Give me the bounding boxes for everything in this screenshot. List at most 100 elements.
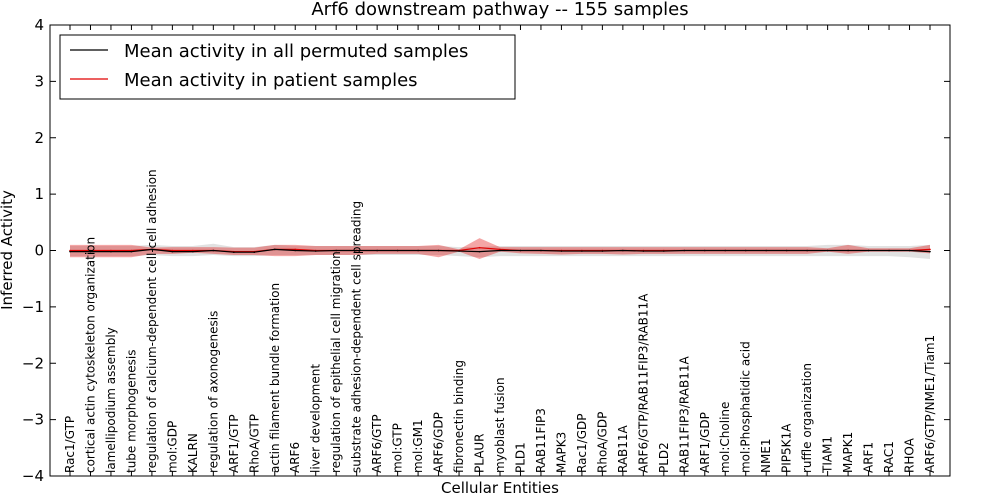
- patient-band: [70, 238, 930, 259]
- x-tick-label-7: regulation of axonogenesis: [206, 311, 220, 473]
- y-axis: 4 3 2 1 0 −1 −2 −3 −4: [22, 16, 950, 485]
- x-tick-label-34: NME1: [759, 438, 773, 473]
- x-tick-label-9: RhoA/GTP: [247, 414, 261, 473]
- x-tick-label-14: substrate adhesion-dependent cell spread…: [350, 201, 364, 473]
- permuted-point-0: [69, 250, 71, 253]
- permuted-point-9: [253, 251, 256, 253]
- x-tick-label-18: ARF6/GDP: [432, 412, 446, 473]
- x-tick-label-6: KALRN: [186, 433, 200, 473]
- y-tick-label-5: −1: [22, 298, 44, 316]
- x-tick-label-33: mol:Phosphatidic acid: [739, 341, 753, 473]
- permuted-point-7: [212, 249, 215, 252]
- permuted-point-26: [601, 250, 604, 252]
- x-tick-label-17: mol:GM1: [411, 419, 425, 473]
- permuted-point-40: [888, 249, 890, 252]
- x-tick-label-0: Rac1/GTP: [63, 416, 77, 473]
- x-tick-label-32: mol:Choline: [718, 402, 732, 473]
- x-tick-label-2: lamellipodium assembly: [104, 327, 118, 473]
- y-tick-label-4: 0: [34, 242, 44, 260]
- y-tick-label-8: −4: [22, 467, 44, 485]
- permuted-point-19: [458, 250, 460, 252]
- permuted-point-3: [130, 250, 133, 253]
- patient-point-2: [110, 249, 112, 252]
- y-tick-label-0: 4: [34, 16, 44, 34]
- permuted-point-23: [540, 249, 542, 252]
- permuted-point-14: [355, 249, 358, 252]
- x-tick-label-4: regulation of calcium-dependent cell-cel…: [145, 169, 159, 473]
- x-tick-label-31: ARF1/GDP: [698, 412, 712, 473]
- x-tick-label-36: ruffle organization: [800, 363, 814, 473]
- legend-label-patient: Mean activity in patient samples: [124, 70, 418, 91]
- x-tick-label-19: fibronectin binding: [452, 360, 466, 473]
- permuted-point-21: [499, 249, 501, 252]
- permuted-point-34: [765, 249, 767, 252]
- x-tick-label-21: myoblast fusion: [493, 377, 507, 473]
- x-tick-label-16: mol:GTP: [391, 423, 405, 473]
- permuted-point-10: [273, 248, 276, 251]
- x-tick-label-41: RHOA: [903, 437, 917, 473]
- y-tick-label-1: 3: [34, 72, 44, 90]
- permuted-point-38: [847, 249, 849, 252]
- x-tick-label-10: actin filament bundle formation: [268, 283, 282, 473]
- x-tick-label-38: MAPK1: [841, 432, 855, 473]
- permuted-point-13: [335, 249, 337, 252]
- permuted-point-27: [622, 249, 624, 252]
- y-tick-label-7: −3: [22, 411, 44, 429]
- permuted-point-2: [110, 250, 112, 253]
- x-tick-label-40: RAC1: [882, 441, 896, 473]
- x-tick-label-12: liver development: [309, 364, 323, 473]
- patient-point-3: [130, 249, 133, 252]
- legend: Mean activity in all permuted samples Me…: [59, 34, 516, 100]
- chart-title: Arf6 downstream pathway -- 155 samples: [311, 0, 688, 20]
- x-tick-label-1: cortical actin cytoskeleton organization: [83, 237, 97, 473]
- permuted-point-28: [642, 250, 645, 252]
- x-tick-label-26: RhoA/GDP: [595, 412, 609, 473]
- patient-point-5: [171, 249, 174, 252]
- patient-point-11: [294, 248, 297, 251]
- permuted-point-32: [724, 249, 727, 252]
- x-tick-label-29: PLD2: [657, 442, 671, 473]
- y-axis-label: Inferred Activity: [0, 190, 16, 310]
- permuted-point-25: [581, 250, 583, 252]
- mean-lines: [69, 246, 931, 253]
- x-axis: Rac1/GTP cortical actin cytoskeleton orga…: [63, 25, 937, 476]
- permuted-point-1: [89, 250, 92, 253]
- permuted-point-41: [908, 249, 911, 252]
- permuted-point-42: [929, 250, 931, 253]
- legend-box: [59, 34, 516, 100]
- permuted-point-22: [519, 249, 522, 252]
- permuted-point-30: [683, 249, 686, 252]
- patient-point-20: [478, 246, 481, 249]
- permuted-point-29: [663, 250, 665, 252]
- permuted-point-16: [396, 249, 399, 252]
- x-tick-label-23: RAB11FIP3: [534, 408, 548, 473]
- patient-point-0: [69, 249, 71, 252]
- permuted-point-31: [703, 249, 706, 252]
- x-tick-label-24: MAPK3: [554, 432, 568, 473]
- permuted-band: [70, 243, 930, 259]
- x-tick-label-37: TIAM1: [821, 436, 835, 474]
- permuted-point-17: [417, 249, 419, 252]
- x-tick-label-22: PLD1: [513, 442, 527, 473]
- patient-point-42: [929, 248, 931, 251]
- patient-point-6: [192, 249, 194, 252]
- x-tick-label-11: ARF6: [288, 442, 302, 473]
- permuted-point-37: [826, 249, 829, 252]
- x-tick-label-20: PLAUR: [473, 433, 487, 473]
- x-tick-label-3: tube morphogenesis: [124, 350, 138, 473]
- permuted-point-11: [294, 249, 297, 252]
- legend-label-permuted: Mean activity in all permuted samples: [124, 41, 468, 62]
- x-tick-label-13: regulation of epithelial cell migration: [329, 251, 343, 473]
- permuted-point-8: [233, 251, 235, 253]
- confidence-bands: [70, 238, 930, 259]
- x-axis-label: Cellular Entities: [441, 479, 559, 497]
- x-tick-label-15: ARF6/GTP: [370, 414, 384, 473]
- x-tick-label-27: RAB11A: [616, 424, 630, 473]
- permuted-point-5: [171, 250, 174, 253]
- x-tick-label-28: ARF6/GTP/RAB11FIP3/RAB11A: [636, 293, 650, 473]
- y-tick-label-3: 1: [34, 185, 44, 203]
- x-tick-label-8: ARF1/GTP: [227, 414, 241, 473]
- x-tick-label-39: ARF1: [862, 442, 876, 473]
- permuted-point-18: [437, 249, 440, 252]
- x-tick-label-25: Rac1/GDP: [575, 414, 589, 473]
